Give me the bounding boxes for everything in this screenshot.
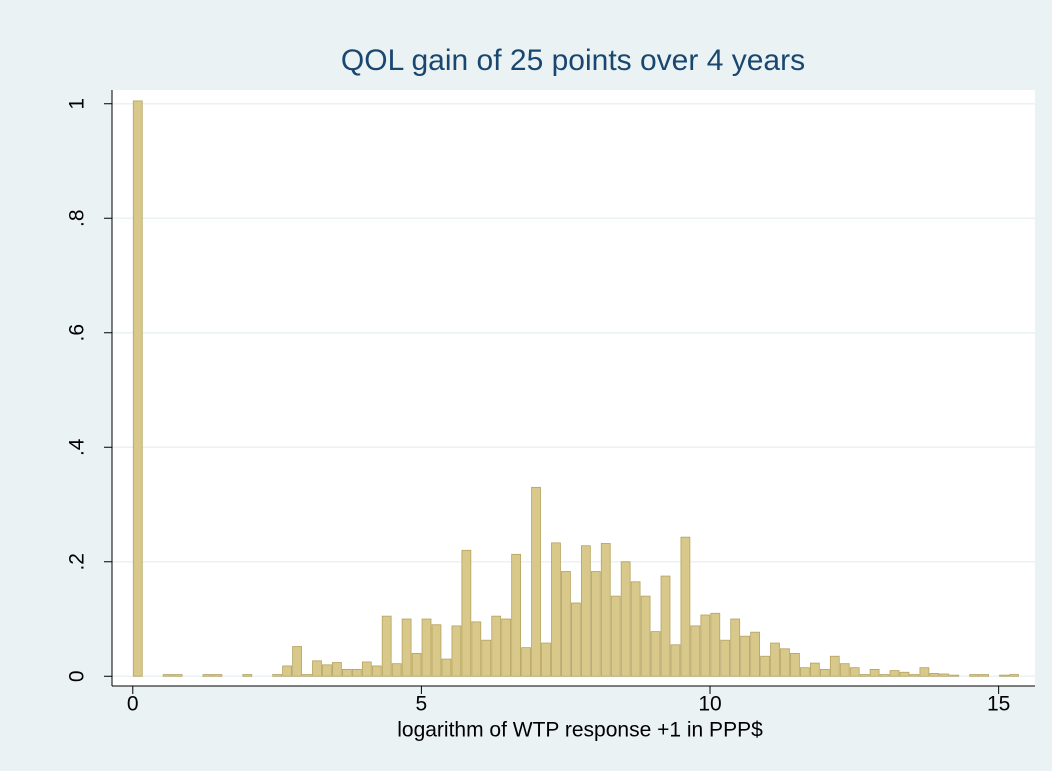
bar: [381, 615, 392, 677]
bar: [600, 543, 611, 677]
bar: [680, 536, 691, 677]
bar: [521, 647, 531, 677]
bar: [640, 595, 651, 677]
bar: [939, 673, 950, 677]
bar: [660, 575, 671, 677]
bar: [849, 667, 860, 677]
bar: [800, 667, 810, 677]
bar: [770, 642, 780, 677]
bar: [620, 561, 631, 677]
bar: [650, 631, 661, 677]
bar: [132, 100, 143, 677]
x-tick-label: 10: [698, 693, 721, 716]
y-tick-label: 1: [66, 98, 89, 110]
bar: [491, 615, 502, 677]
bar: [322, 664, 332, 677]
x-axis-label: logarithm of WTP response +1 in PPP$: [397, 719, 763, 742]
bar: [929, 673, 940, 677]
bar: [272, 674, 283, 677]
bar: [710, 612, 721, 677]
bar: [999, 674, 1009, 677]
y-tick-label: 0: [66, 670, 89, 682]
bar: [889, 670, 900, 677]
bar: [909, 674, 920, 677]
bar: [391, 663, 402, 677]
bar: [809, 662, 820, 677]
bar: [949, 674, 960, 677]
bar: [551, 542, 561, 677]
chart-title: QOL gain of 25 points over 4 years: [341, 44, 805, 77]
bar: [879, 674, 890, 677]
bar: [481, 639, 492, 677]
bar: [361, 661, 372, 677]
bar: [700, 614, 711, 677]
bar: [590, 571, 601, 677]
bar: [501, 618, 512, 677]
bar: [630, 581, 641, 677]
bar: [302, 674, 312, 677]
bar: [282, 665, 292, 677]
bar: [441, 658, 452, 677]
bar: [561, 571, 571, 677]
bar: [979, 674, 990, 677]
x-tick-label: 5: [416, 693, 428, 716]
bar: [401, 618, 412, 677]
bar: [690, 625, 701, 677]
x-tick-label: 15: [987, 693, 1010, 716]
bar: [371, 665, 382, 677]
bar: [411, 652, 422, 677]
y-tick-label: .2: [66, 553, 89, 571]
bar: [162, 674, 173, 677]
bar: [471, 621, 482, 677]
bar: [1009, 674, 1019, 677]
bar: [760, 655, 770, 677]
bar: [531, 486, 541, 677]
bar: [332, 662, 342, 677]
bar: [202, 674, 213, 677]
bar: [790, 652, 800, 677]
bar: [839, 663, 850, 677]
bar: [919, 667, 930, 677]
bar: [431, 624, 442, 677]
bar: [312, 660, 322, 677]
bar: [730, 618, 741, 677]
bar: [780, 648, 790, 677]
bar: [859, 674, 870, 677]
bar: [819, 668, 830, 677]
bar: [172, 674, 183, 677]
bar: [750, 631, 760, 677]
y-tick-label: .6: [66, 324, 89, 342]
bar: [461, 549, 472, 677]
bar: [869, 668, 880, 677]
bar: [571, 602, 581, 677]
bar: [740, 635, 751, 677]
bar: [969, 674, 980, 677]
y-tick-label: .4: [66, 438, 89, 456]
bar: [580, 545, 591, 677]
bar: [610, 595, 621, 677]
bar: [511, 553, 522, 677]
plot-area: [112, 90, 1035, 686]
bar: [212, 674, 223, 677]
bar: [351, 668, 362, 677]
bar: [829, 655, 840, 677]
bar: [421, 618, 432, 677]
bar: [341, 668, 352, 677]
bar: [720, 639, 731, 677]
bar: [541, 642, 551, 677]
bar: [451, 625, 462, 677]
y-tick-label: .8: [66, 209, 89, 227]
bar: [242, 674, 253, 677]
bar: [670, 644, 681, 677]
bar: [899, 671, 910, 677]
x-tick-label: 0: [127, 693, 139, 716]
bar: [292, 646, 302, 677]
